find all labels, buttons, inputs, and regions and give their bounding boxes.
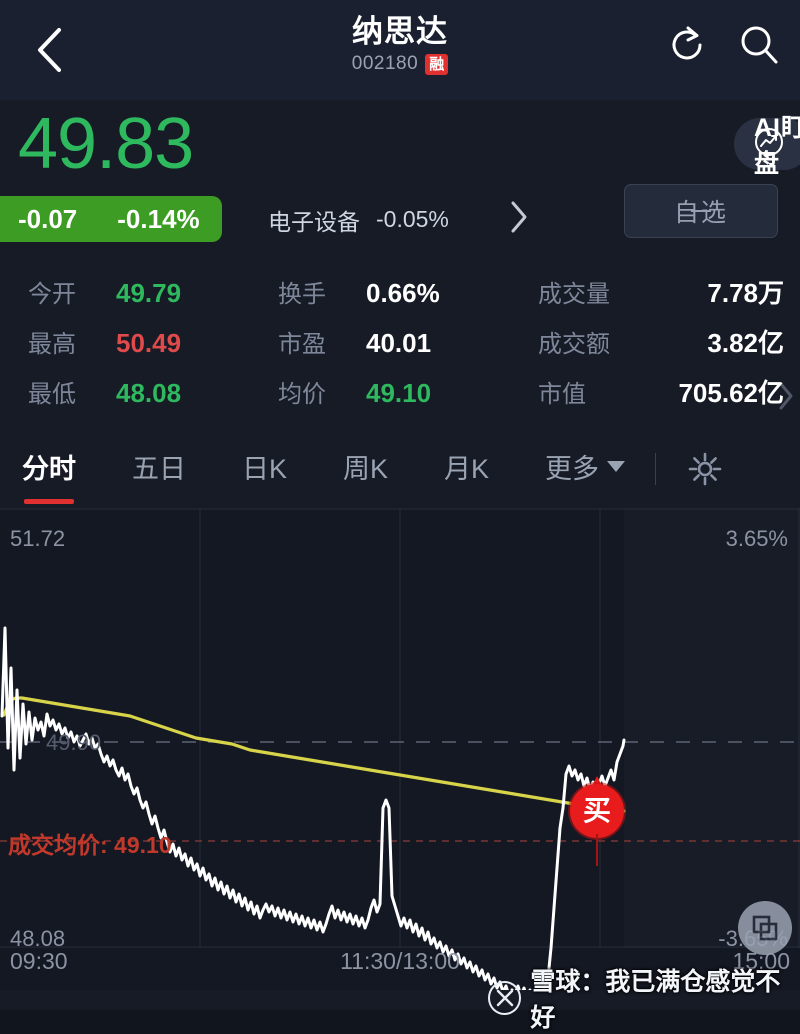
tab-daily-k[interactable]: 日K [242, 453, 288, 484]
stat-value: 49.79 [116, 277, 182, 308]
quote-block: 49.83 -0.07 -0.14% 电子设备 -0.05% AI盯 [0, 100, 800, 260]
stat-high: 最高 50.49 [0, 324, 268, 359]
intraday-chart[interactable]: 51.72 3.65% 48.08 -3.65% 49.90 成交均价: 49.… [0, 508, 800, 990]
change-percent: -0.14% [117, 203, 200, 234]
chart-prev-close-label: 49.90 [46, 730, 102, 755]
chart-top-pct: 3.65% [725, 526, 788, 551]
minus-icon [691, 210, 711, 212]
chart-top-price: 51.72 [10, 526, 66, 551]
back-button[interactable] [22, 22, 78, 78]
stock-code: 002180 [351, 53, 419, 74]
tab-intraday[interactable]: 分时 [22, 447, 76, 504]
stat-label: 成交额 [538, 330, 610, 358]
margin-badge: 融 [425, 53, 449, 75]
stat-label: 今开 [28, 280, 76, 308]
chart-time-axis: 09:30 11:30/13:00 15:00 [0, 948, 800, 988]
stat-label: 换手 [278, 280, 326, 308]
stat-avg-price: 均价 49.10 [268, 374, 534, 409]
header-title-block: 纳思达 002180 融 [0, 14, 800, 75]
stat-label: 市盈 [278, 330, 326, 358]
tab-weekly-k[interactable]: 周K [343, 453, 389, 484]
stat-open: 今开 49.79 [0, 274, 268, 309]
stat-value: 3.82亿 [707, 327, 784, 358]
avg-price-series [2, 696, 626, 813]
chevron-right-icon [779, 382, 793, 409]
current-price: 49.83 [18, 104, 194, 184]
ai-monitor-button[interactable]: AI盯盘 [734, 114, 800, 178]
chart-bottom-price: 48.08 [10, 926, 66, 951]
time-label-midday: 11:30/13:00 [340, 948, 460, 974]
buy-marker[interactable]: 买 [570, 776, 624, 866]
chevron-down-icon [607, 460, 626, 472]
app-header: 纳思达 002180 融 [0, 0, 800, 100]
stat-value: 7.78万 [707, 277, 784, 308]
price-series [0, 626, 626, 990]
stat-amount: 成交额 3.82亿 [534, 323, 800, 409]
tab-divider [655, 453, 657, 485]
stat-value: 705.62亿 [678, 377, 784, 408]
chart-avg-price-label: 成交均价: 49.10 [8, 832, 172, 858]
stock-name: 纳思达 [352, 14, 448, 49]
favorite-label: 自选 [673, 199, 728, 227]
stat-label: 最高 [28, 330, 76, 358]
chart-tabs: 分时 五日 日K 周K 月K 更多 [0, 430, 800, 508]
ai-monitor-label: AI盯盘 [754, 114, 800, 178]
stat-value: 50.49 [116, 327, 182, 358]
stat-value: 0.66% [366, 277, 440, 308]
change-badge: -0.07 -0.14% [0, 196, 222, 242]
chevron-left-icon [38, 28, 61, 72]
stats-row: 最低 48.08 均价 49.10 市值 705.62亿 [0, 366, 800, 416]
fullscreen-button[interactable] [738, 901, 792, 955]
sector-arrow [509, 200, 529, 239]
stat-label: 成交量 [538, 280, 610, 308]
search-button[interactable] [736, 22, 782, 68]
watermark-text: 雪球：我已满仓感觉不好 [530, 968, 781, 1032]
buy-marker-label: 买 [582, 795, 611, 826]
stat-label: 最低 [28, 380, 76, 408]
stock-code-row: 002180 融 [0, 53, 800, 75]
horizontal-gridlines [0, 508, 800, 948]
fullscreen-icon [752, 915, 778, 941]
sector-change: -0.05% [376, 206, 449, 232]
stat-low: 最低 48.08 [0, 374, 268, 409]
chart-canvas [0, 508, 800, 990]
gear-icon [688, 452, 722, 486]
search-icon [741, 26, 778, 64]
sector-link[interactable]: 电子设备 -0.05% [268, 200, 529, 239]
stat-label: 市值 [538, 380, 586, 408]
add-favorite-button[interactable]: 自选 [624, 184, 778, 238]
stats-expand-arrow[interactable] [778, 381, 794, 416]
stats-row: 最高 50.49 市盈 40.01 成交额 3.82亿 [0, 316, 800, 409]
stat-market-cap: 市值 705.62亿 [534, 373, 800, 410]
sector-name: 电子设备 [268, 208, 360, 235]
refresh-icon [672, 26, 702, 60]
stats-row: 今开 49.79 换手 0.66% 成交量 7.78万 [0, 266, 800, 316]
change-absolute: -0.07 [18, 203, 78, 234]
buy-marker-stem [596, 834, 598, 866]
tab-more[interactable]: 更多 [545, 447, 626, 492]
watermark: 雪球：我已满仓感觉不好 [488, 962, 800, 1034]
stat-label: 均价 [278, 380, 326, 408]
stat-value: 48.08 [116, 377, 182, 408]
tab-monthly-k[interactable]: 月K [444, 453, 490, 484]
refresh-button[interactable] [664, 22, 710, 68]
stat-value: 40.01 [366, 327, 432, 358]
future-session-shade [624, 508, 800, 948]
buy-marker-pin: 买 [570, 784, 624, 838]
stat-volume: 成交量 7.78万 [534, 273, 800, 310]
chevron-right-icon [511, 201, 527, 233]
stat-value: 49.10 [366, 377, 432, 408]
more-label: 更多 [545, 453, 600, 484]
stat-pe: 市盈 40.01 [268, 324, 534, 359]
time-label-open: 09:30 [10, 948, 68, 974]
stats-grid[interactable]: 今开 49.79 换手 0.66% 成交量 7.78万 最高 50.49 市盈 … [0, 260, 800, 430]
header-actions [664, 22, 782, 68]
tab-five-day[interactable]: 五日 [132, 453, 186, 484]
stat-turnover: 换手 0.66% [268, 274, 534, 309]
ai-monitor-icon [754, 127, 784, 162]
chart-settings-button[interactable] [682, 446, 728, 492]
